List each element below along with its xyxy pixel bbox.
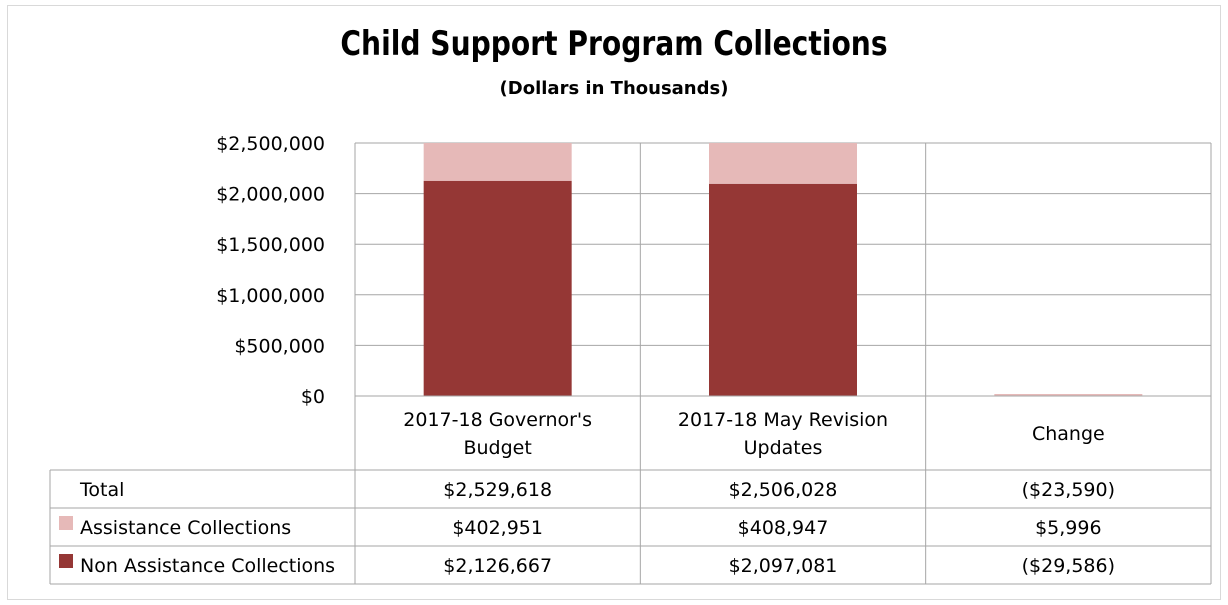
chart-title: Child Support Program Collections	[340, 24, 888, 64]
data-label: $5,996	[1035, 517, 1101, 539]
bar-assistance-collections	[423, 143, 572, 181]
x-category-label: 2017-18 May Revision	[678, 409, 888, 431]
row-label: Total	[79, 479, 124, 501]
data-label: $2,097,081	[729, 555, 838, 577]
chart-frame	[7, 5, 1221, 600]
bar-non-assistance-collections	[423, 180, 572, 396]
y-tick-label: $1,500,000	[216, 234, 325, 256]
x-category-label: 2017-18 Governor's	[403, 409, 592, 431]
data-label: $408,947	[738, 517, 829, 539]
label-layer: $0 $500,000 $1,000,000 $1,500,000 $2,000,000…	[216, 133, 325, 408]
row-label: Assistance Collections	[80, 517, 291, 539]
x-category-label: Budget	[463, 437, 531, 459]
data-label: $2,529,618	[443, 479, 552, 501]
y-tick-label: $0	[301, 386, 325, 408]
bar-assistance-collections	[709, 143, 857, 184]
bar-group	[423, 143, 1143, 396]
data-label: ($29,586)	[1022, 555, 1115, 577]
x-category-label: Change	[1032, 423, 1105, 445]
data-label: $402,951	[452, 517, 543, 539]
y-tick-label: $2,000,000	[216, 184, 325, 206]
data-table: 2017-18 Governor's Budget 2017-18 May Revi…	[49, 143, 1212, 585]
y-tick-label: $1,000,000	[216, 285, 325, 307]
data-label: $2,506,028	[729, 479, 838, 501]
chart-subtitle: (Dollars in Thousands)	[499, 78, 729, 99]
row-label: Non Assistance Collections	[80, 555, 335, 577]
bar-assistance-collections	[994, 394, 1143, 396]
legend-key	[59, 516, 73, 530]
bar-layer	[423, 143, 1143, 396]
bar-non-assistance-collections	[709, 183, 857, 396]
y-tick-label: $500,000	[234, 335, 325, 357]
legend-key	[59, 554, 73, 568]
x-category-label: Updates	[744, 437, 823, 459]
y-tick-label: $2,500,000	[216, 133, 325, 155]
data-label: ($23,590)	[1022, 479, 1115, 501]
data-label: $2,126,667	[443, 555, 552, 577]
